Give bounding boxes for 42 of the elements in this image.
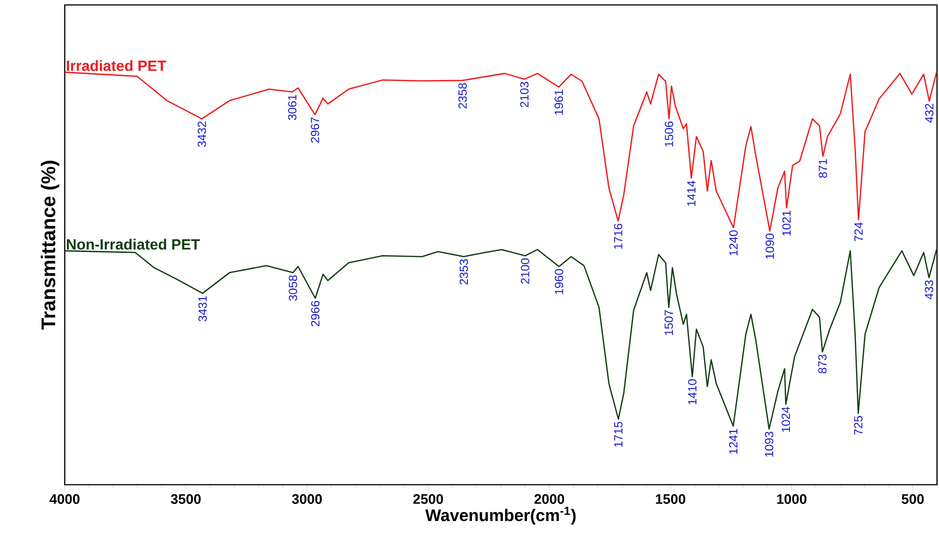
annotation: 1507 xyxy=(664,310,673,335)
annotation: 1024 xyxy=(782,406,790,432)
x-axis-title: Wavenumber(cm$^{-1}$) xyxy=(425,506,576,524)
annotation: 1716 xyxy=(614,224,622,249)
annotation: 3432 xyxy=(198,121,206,147)
annotation: 432 xyxy=(925,104,934,123)
annotation: 1021 xyxy=(782,210,791,236)
annotation: 1241 xyxy=(729,428,738,454)
annotation: 1961 xyxy=(554,90,563,115)
annotation: 1410 xyxy=(688,379,696,404)
x-tick-label: 3000 xyxy=(292,494,322,504)
x-tick-label: 1500 xyxy=(656,494,686,504)
x-tick-label: 2500 xyxy=(413,494,443,504)
x-tick-label: 1000 xyxy=(777,494,806,504)
annotation: 2353 xyxy=(460,259,468,284)
series-label: Non-Irradiated PET xyxy=(66,238,200,250)
series-label: Irradiated PET xyxy=(66,60,166,71)
x-tick-label: 2000 xyxy=(534,494,564,504)
annotation: 871 xyxy=(818,159,828,178)
x-tick-label: 500 xyxy=(902,494,924,504)
annotation: 1960 xyxy=(554,269,564,294)
annotation: 2967 xyxy=(310,117,320,143)
annotation: 2103 xyxy=(520,82,529,108)
annotation: 724 xyxy=(854,222,863,242)
annotation: 1240 xyxy=(729,230,738,256)
annotation: 2966 xyxy=(311,300,320,326)
annotation: 725 xyxy=(854,416,862,435)
annotation: 1715 xyxy=(614,422,623,447)
annotation: 1506 xyxy=(664,121,674,146)
annotation: 2358 xyxy=(458,83,467,108)
annotation: 433 xyxy=(924,280,934,300)
annotation: 2100 xyxy=(520,258,530,284)
annotation: 1414 xyxy=(687,180,696,206)
annotation: 873 xyxy=(818,354,827,374)
annotation: 3058 xyxy=(288,275,298,301)
annotation: 3431 xyxy=(198,296,207,322)
x-tick-label: 4000 xyxy=(50,494,80,504)
x-tick-label: 3500 xyxy=(170,494,201,504)
annotation: 1090 xyxy=(766,234,774,259)
annotation: 3061 xyxy=(288,94,296,120)
annotation: 1093 xyxy=(764,432,774,457)
y-axis-title: Transmittance (%) xyxy=(40,160,60,330)
